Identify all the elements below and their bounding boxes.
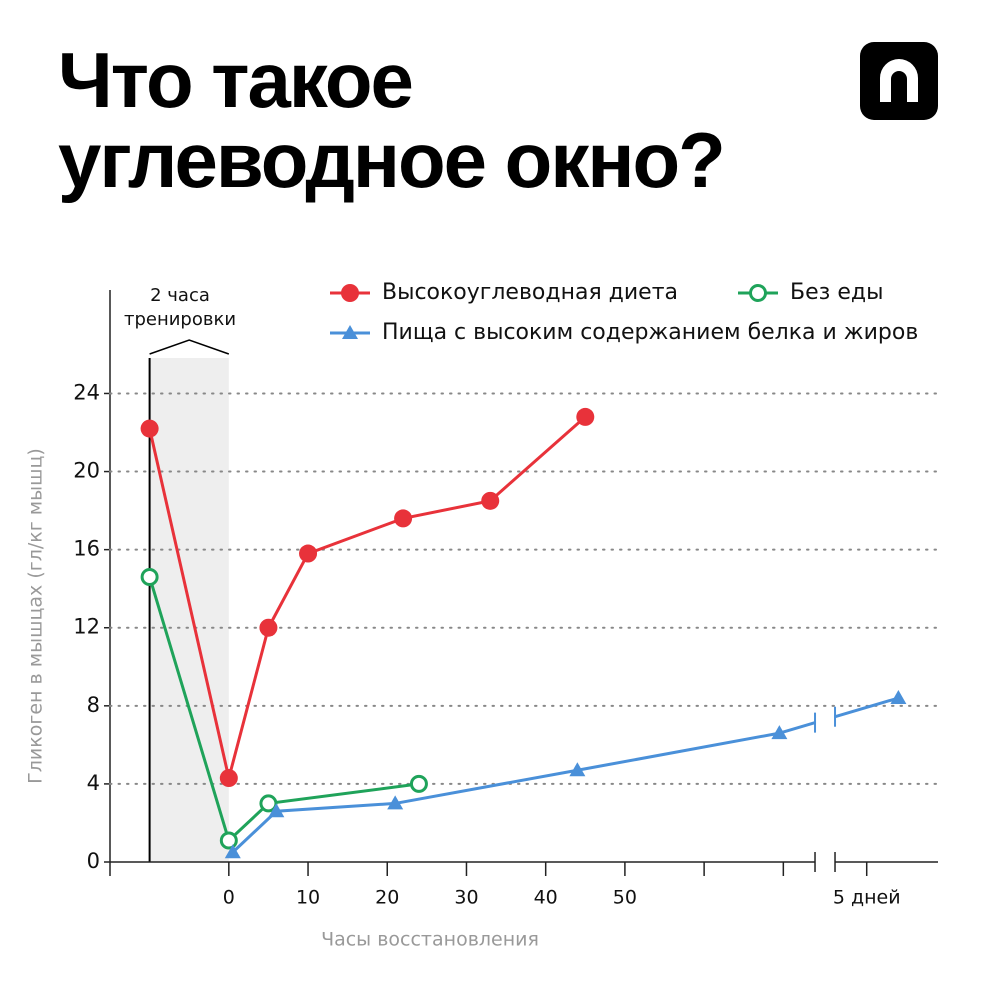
x-tick-label: 10 (296, 887, 320, 909)
legend-marker (342, 325, 358, 339)
x-tick-label: 20 (375, 887, 399, 909)
legend-marker (749, 284, 767, 302)
y-tick-label: 8 (87, 693, 100, 717)
legend-label: Пища с высоким содержанием белка и жиров (382, 320, 918, 345)
y-tick-label: 12 (73, 615, 100, 639)
break-gap (816, 707, 835, 732)
point (890, 690, 907, 705)
point (576, 407, 595, 426)
point (140, 567, 159, 586)
legend-marker (341, 284, 359, 302)
bracket (149, 339, 230, 355)
point (387, 795, 404, 810)
title: Что такое углеводное окно? (58, 36, 726, 204)
point (219, 769, 238, 788)
series-line (231, 696, 899, 854)
point (140, 419, 159, 438)
point (259, 794, 278, 813)
point (481, 491, 500, 510)
point (259, 618, 278, 637)
y-axis-label: Гликоген в мышцах (гл/кг мышц) (25, 448, 47, 784)
legend-label: Высокоуглеводная диета (382, 280, 678, 305)
y-tick-label: 24 (73, 380, 100, 404)
y-tick-label: 0 (87, 849, 100, 873)
point (409, 774, 428, 793)
point (569, 762, 586, 777)
legend-label: Без еды (790, 280, 883, 305)
annotation: 2 часа тренировки (123, 285, 237, 330)
series-line (148, 576, 420, 844)
point (224, 844, 241, 859)
y-tick-label: 4 (87, 771, 100, 795)
point (299, 544, 318, 563)
x-tick-label: 0 (223, 887, 235, 909)
point (771, 725, 788, 740)
y-tick-label: 16 (73, 537, 100, 561)
point (219, 831, 238, 850)
point (394, 509, 413, 528)
point (268, 803, 285, 818)
x-tick-label: 50 (613, 887, 637, 909)
x-tick-label: 40 (534, 887, 558, 909)
logo (860, 42, 938, 120)
x-tick-label: 5 дней (833, 887, 901, 909)
x-tick-label: 30 (454, 887, 478, 909)
x-axis-label: Часы восстановления (321, 929, 539, 951)
y-tick-label: 20 (73, 459, 100, 483)
